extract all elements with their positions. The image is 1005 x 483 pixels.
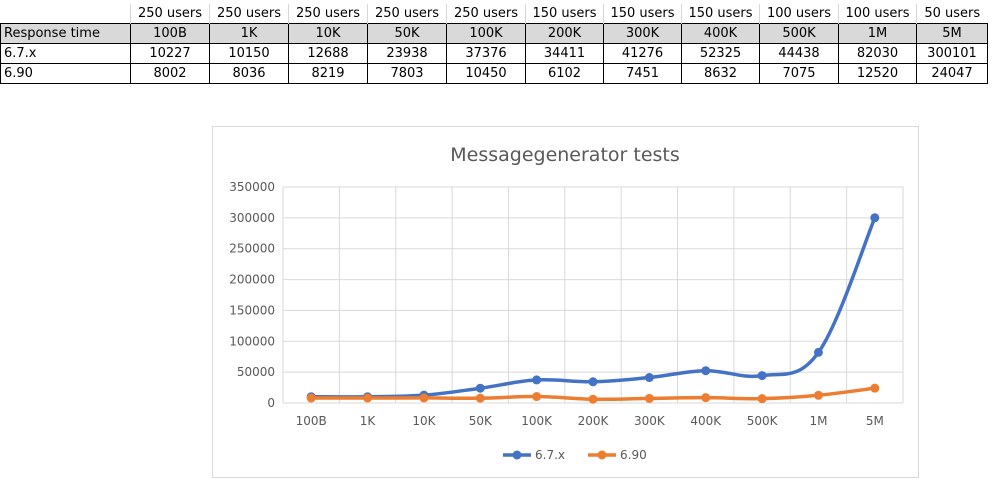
data-point [701,393,711,403]
row-label: 6.7.x [0,43,131,64]
table-cell: 44438 [759,43,839,64]
table-cell: 10150 [209,43,289,64]
users-cell: 250 users [288,4,368,24]
x-tick-label: 1K [360,414,377,428]
users-cell: 100 users [759,4,839,24]
data-point [532,375,542,385]
header-cell: 100K [446,23,526,44]
data-point [701,366,711,376]
data-point [588,377,598,387]
table-cell: 8002 [130,63,210,84]
users-cell: 250 users [446,4,526,24]
table-cell: 24047 [916,63,988,84]
chart-title: Messagegenerator tests [450,144,680,166]
y-tick-label: 0 [267,396,275,410]
header-cell: 300K [603,23,682,44]
table-cell: 12688 [288,43,368,64]
data-point [757,394,767,404]
table-cell: 300101 [916,43,988,64]
x-tick-label: 500K [747,414,779,428]
users-cell: 150 users [681,4,760,24]
table-cell: 8219 [288,63,368,84]
users-cell: 100 users [838,4,917,24]
table-cell: 37376 [446,43,526,64]
table-cell: 34411 [525,43,604,64]
x-tick-label: 100K [521,414,553,428]
table-cell: 12520 [838,63,917,84]
table-cell: 8036 [209,63,289,84]
y-tick-label: 150000 [229,303,275,317]
header-cell: 200K [525,23,604,44]
table-cell: 10227 [130,43,210,64]
y-tick-label: 200000 [229,273,275,287]
header-cell: 1K [209,23,289,44]
users-cell: 150 users [603,4,682,24]
legend-label: 6.7.x [535,448,565,462]
data-point [532,392,542,402]
x-tick-label: 100B [296,414,327,428]
table-cell: 23938 [367,43,447,64]
data-point [306,393,316,403]
table-cell: 7803 [367,63,447,84]
table-row: 6.90 8002 8036 8219 7803 10450 6102 7451 8632 707… [0,63,988,84]
header-cell: 400K [681,23,760,44]
header-cell: 1M [838,23,917,44]
legend-marker [597,450,607,460]
x-tick-label: 400K [690,414,722,428]
table-cell: 7451 [603,63,682,84]
header-cell: 10K [288,23,368,44]
data-point [644,393,654,403]
x-tick-label: 1M [809,414,827,428]
legend-marker [512,450,522,460]
users-row: 250 users 250 users 250 users 250 users 250 … [1,4,988,24]
y-tick-label: 300000 [229,211,275,225]
x-tick-label: 50K [469,414,493,428]
row-label: 6.90 [0,63,131,84]
data-point [419,393,429,403]
table-cell: 52325 [681,43,760,64]
header-cell: 100B [130,23,210,44]
data-point [757,371,767,381]
data-point [813,390,823,400]
users-cell: 50 users [916,4,988,24]
table-cell: 10450 [446,63,526,84]
users-cell [1,4,131,24]
data-point [363,393,373,403]
chart-area: Messagegenerator tests 0 50000 100000 15000… [212,126,919,478]
data-point [870,213,880,223]
legend-label: 6.90 [620,448,647,462]
header-cell: 50K [367,23,447,44]
header-cell: 500K [759,23,839,44]
table-cell: 41276 [603,43,682,64]
table-row: 6.7.x 10227 10150 12688 23938 37376 34411 41276… [0,43,988,64]
users-cell: 150 users [525,4,604,24]
header-cell: 5M [916,23,988,44]
table-cell: 82030 [838,43,917,64]
header-row: Response time 100B 1K 10K 50K 100K 200K 300K 400… [0,23,988,44]
data-point [588,394,598,404]
y-tick-label: 50000 [237,365,275,379]
x-tick-label: 5M [866,414,884,428]
y-tick-label: 350000 [229,180,275,194]
data-point [870,383,880,393]
y-tick-label: 100000 [229,334,275,348]
table-cell: 7075 [759,63,839,84]
table-cell: 6102 [525,63,604,84]
table-cell: 8632 [681,63,760,84]
x-tick-label: 200K [578,414,610,428]
users-cell: 250 users [209,4,289,24]
data-table: 250 users 250 users 250 users 250 users 250 … [0,4,988,84]
header-cell: Response time [0,23,131,44]
x-tick-label: 300K [634,414,666,428]
line-chart: Messagegenerator tests 0 50000 100000 15000… [229,144,904,462]
data-point [475,393,485,403]
y-tick-label: 250000 [229,242,275,256]
data-point [644,373,654,383]
x-tick-label: 10K [412,414,436,428]
users-cell: 250 users [130,4,210,24]
data-point [475,383,485,393]
users-cell: 250 users [367,4,447,24]
series-line [311,217,877,399]
data-point [813,347,823,357]
